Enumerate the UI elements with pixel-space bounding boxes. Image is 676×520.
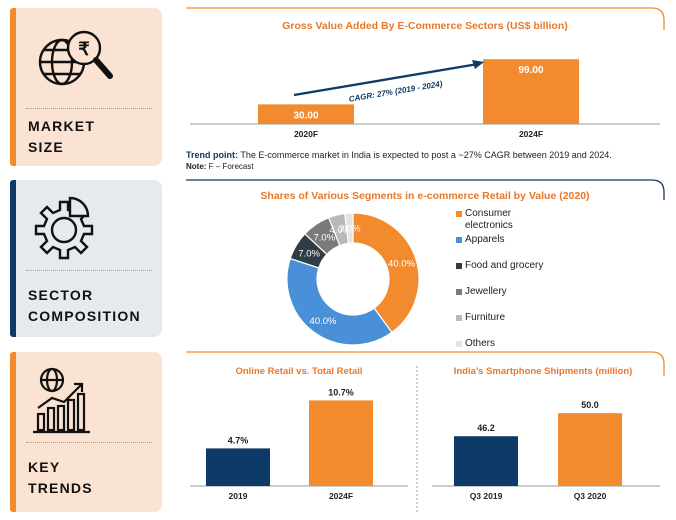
tick-label: 2019 [229,491,248,501]
sector-composition-label: SECTOR COMPOSITION [28,287,141,324]
slice-label: 40.0% [310,316,337,327]
note-text: Note: F – Forecast [186,162,254,171]
bar-q3-2019 [454,436,518,486]
online-retail-title: Online Retail vs. Total Retail [235,366,363,377]
legend-swatch [456,237,462,243]
note-label: Note: [186,162,207,171]
bar-2020f [258,104,354,124]
bar-q3-2020 [558,413,622,486]
legend-label: Furniture [465,312,506,323]
pie-chart: 40.0%40.0%7.0%7.0%4.0%2.0% [286,212,420,346]
cagr-arrow [293,62,479,97]
search-rupee-globe-icon: ₹ [38,30,113,86]
trend-point-text: Trend point: The E-commerce market in In… [186,150,666,160]
trends-frame [186,351,665,376]
market-size-tile: ₹ MARKET SIZE [10,8,162,166]
slice-label: 40.0% [388,259,415,270]
legend-label: Others [465,338,496,349]
smartphone-title: India’s Smartphone Shipments (million) [453,366,633,377]
slice-label: 7.0% [298,249,320,260]
data-label: 4.7% [228,435,249,445]
market-size-label: MARKET SIZE [28,118,96,155]
tile-divider [26,108,152,109]
legend-swatch [456,315,462,321]
tile-accent-bar [10,8,16,166]
bar-2019 [206,448,270,486]
data-label: 99.00 [518,65,543,76]
cagr-arrow-group: CAGR: 27% (2019 - 2024) [293,60,484,104]
legend-swatch [456,211,462,217]
tile-divider [26,270,152,271]
tile-divider [26,442,152,443]
pie-slice-consumer-electronics [352,212,420,334]
bar-2024f [309,400,373,486]
market-chart: 30.00 2020F 99.00 2024F CAGR: 27% (2019 - 20… [190,59,660,139]
market-chart-title: Gross Value Added By E-Commerce Sectors … [282,20,568,32]
legend-label: Consumer electronics [465,208,513,231]
tick-label: 2024F [329,491,353,501]
legend-swatch [456,263,462,269]
trend-point-body: The E-commerce market in India is expect… [238,150,612,160]
slice-label: 7.0% [314,232,336,243]
key-trends-tile: KEY TRENDS [10,352,162,512]
svg-text:₹: ₹ [78,39,90,59]
pie-chart-title: Shares of Various Segments in e-commerce… [260,190,590,202]
smartphone-chart: 46.2 Q3 2019 50.0 Q3 2020 [432,400,660,501]
cagr-arrowhead [472,60,484,69]
legend-label: Jewellery [465,286,507,297]
slice-label: 2.0% [339,224,361,235]
data-label: 46.2 [477,423,495,433]
data-label: 30.00 [293,110,318,121]
legend-swatch [456,341,462,347]
tick-label: Q3 2019 [470,491,503,501]
legend-label: Apparels [465,234,505,245]
globe-bar-growth-icon [33,367,90,434]
data-label: 10.7% [328,387,354,397]
tile-accent-bar [10,180,16,337]
legend-label: Food and grocery [465,260,544,271]
pie-slice-others [344,212,354,244]
market-frame [186,7,665,30]
bar-2024f [483,59,579,125]
tile-accent-bar [10,352,16,512]
legend-swatch [456,289,462,295]
online-retail-chart: 4.7% 2019 10.7% 2024F [190,387,408,501]
sector-composition-tile: SECTOR COMPOSITION [10,180,162,337]
sector-frame [186,179,665,200]
tick-label: 2024F [519,129,543,139]
slice-label: 4.0% [329,225,351,236]
gear-pie-icon [34,196,94,260]
tick-label: 2020F [294,129,318,139]
tick-label: Q3 2020 [574,491,607,501]
trend-point-label: Trend point: [186,150,238,160]
key-trends-label: KEY TRENDS [28,459,93,496]
pie-slice-apparels [286,257,393,346]
data-label: 50.0 [581,400,599,410]
note-body: F – Forecast [206,162,254,171]
